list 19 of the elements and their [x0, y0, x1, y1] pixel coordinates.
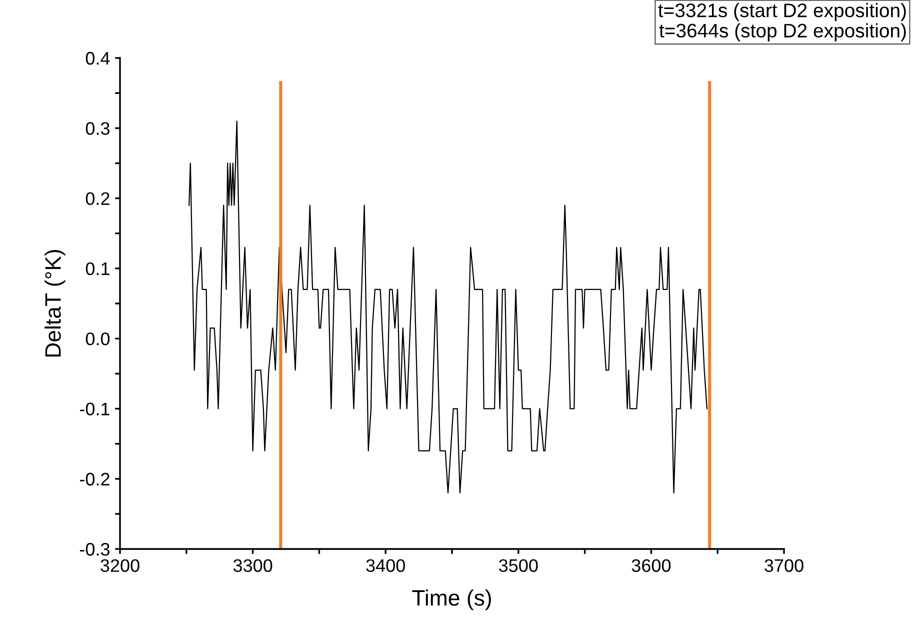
x-tick-label: 3700: [764, 559, 804, 572]
y-tick-label: -0.3: [80, 542, 110, 556]
y-tick-label: 0.1: [86, 262, 110, 276]
x-tick-label: 3400: [366, 559, 405, 572]
y-tick-label: 0.0: [86, 332, 110, 346]
y-tick-label: 0.2: [86, 192, 110, 206]
text: t=3644s (stop D2 exposition): [659, 23, 906, 42]
text: t=3321s (start D2 exposition): [658, 3, 906, 22]
x-axis-title: Time (s): [412, 589, 491, 610]
y-tick-label: -0.2: [80, 472, 110, 486]
x-tick-label: 3600: [632, 559, 671, 572]
x-tick-label: 3500: [499, 559, 538, 572]
y-tick-label: 0.3: [86, 122, 110, 135]
x-tick-label: 3300: [233, 559, 272, 572]
x-tick-label: 3200: [100, 559, 140, 572]
y-tick-label: -0.1: [80, 402, 110, 416]
y-tick-label: 0.4: [86, 52, 110, 65]
y-axis-title: DeltaT (°K): [44, 250, 66, 357]
line-series: [188, 120, 708, 494]
